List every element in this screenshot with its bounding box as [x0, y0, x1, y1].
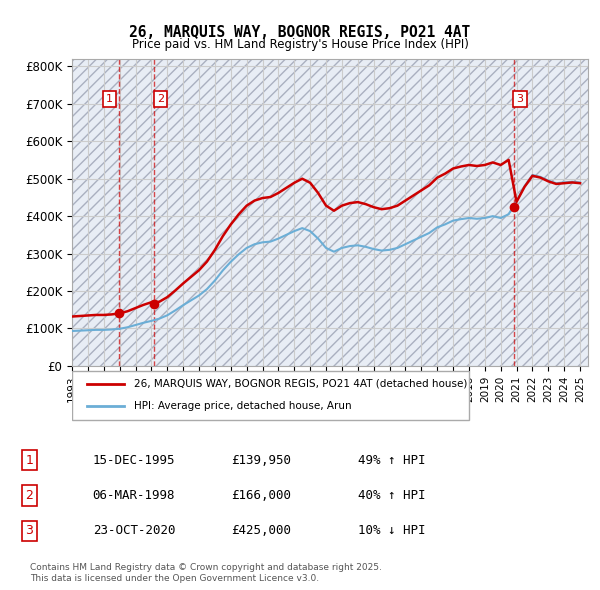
Text: 3: 3: [25, 525, 33, 537]
Text: 1: 1: [106, 94, 113, 104]
Text: 3: 3: [517, 94, 523, 104]
Text: £425,000: £425,000: [231, 525, 291, 537]
Text: Contains HM Land Registry data © Crown copyright and database right 2025.
This d: Contains HM Land Registry data © Crown c…: [30, 563, 382, 583]
Text: HPI: Average price, detached house, Arun: HPI: Average price, detached house, Arun: [134, 401, 352, 411]
Text: 06-MAR-1998: 06-MAR-1998: [92, 489, 175, 502]
Text: 23-OCT-2020: 23-OCT-2020: [92, 525, 175, 537]
Text: £166,000: £166,000: [231, 489, 291, 502]
Text: Price paid vs. HM Land Registry's House Price Index (HPI): Price paid vs. HM Land Registry's House …: [131, 38, 469, 51]
Text: 2: 2: [157, 94, 164, 104]
Text: 10% ↓ HPI: 10% ↓ HPI: [358, 525, 425, 537]
Text: 1: 1: [25, 454, 33, 467]
Bar: [72, 59, 588, 366]
Text: 40% ↑ HPI: 40% ↑ HPI: [358, 489, 425, 502]
Text: £139,950: £139,950: [231, 454, 291, 467]
FancyBboxPatch shape: [72, 371, 469, 419]
Text: 15-DEC-1995: 15-DEC-1995: [92, 454, 175, 467]
Text: 2: 2: [25, 489, 33, 502]
Text: 26, MARQUIS WAY, BOGNOR REGIS, PO21 4AT: 26, MARQUIS WAY, BOGNOR REGIS, PO21 4AT: [130, 25, 470, 40]
Text: 26, MARQUIS WAY, BOGNOR REGIS, PO21 4AT (detached house): 26, MARQUIS WAY, BOGNOR REGIS, PO21 4AT …: [134, 379, 467, 389]
Text: 49% ↑ HPI: 49% ↑ HPI: [358, 454, 425, 467]
